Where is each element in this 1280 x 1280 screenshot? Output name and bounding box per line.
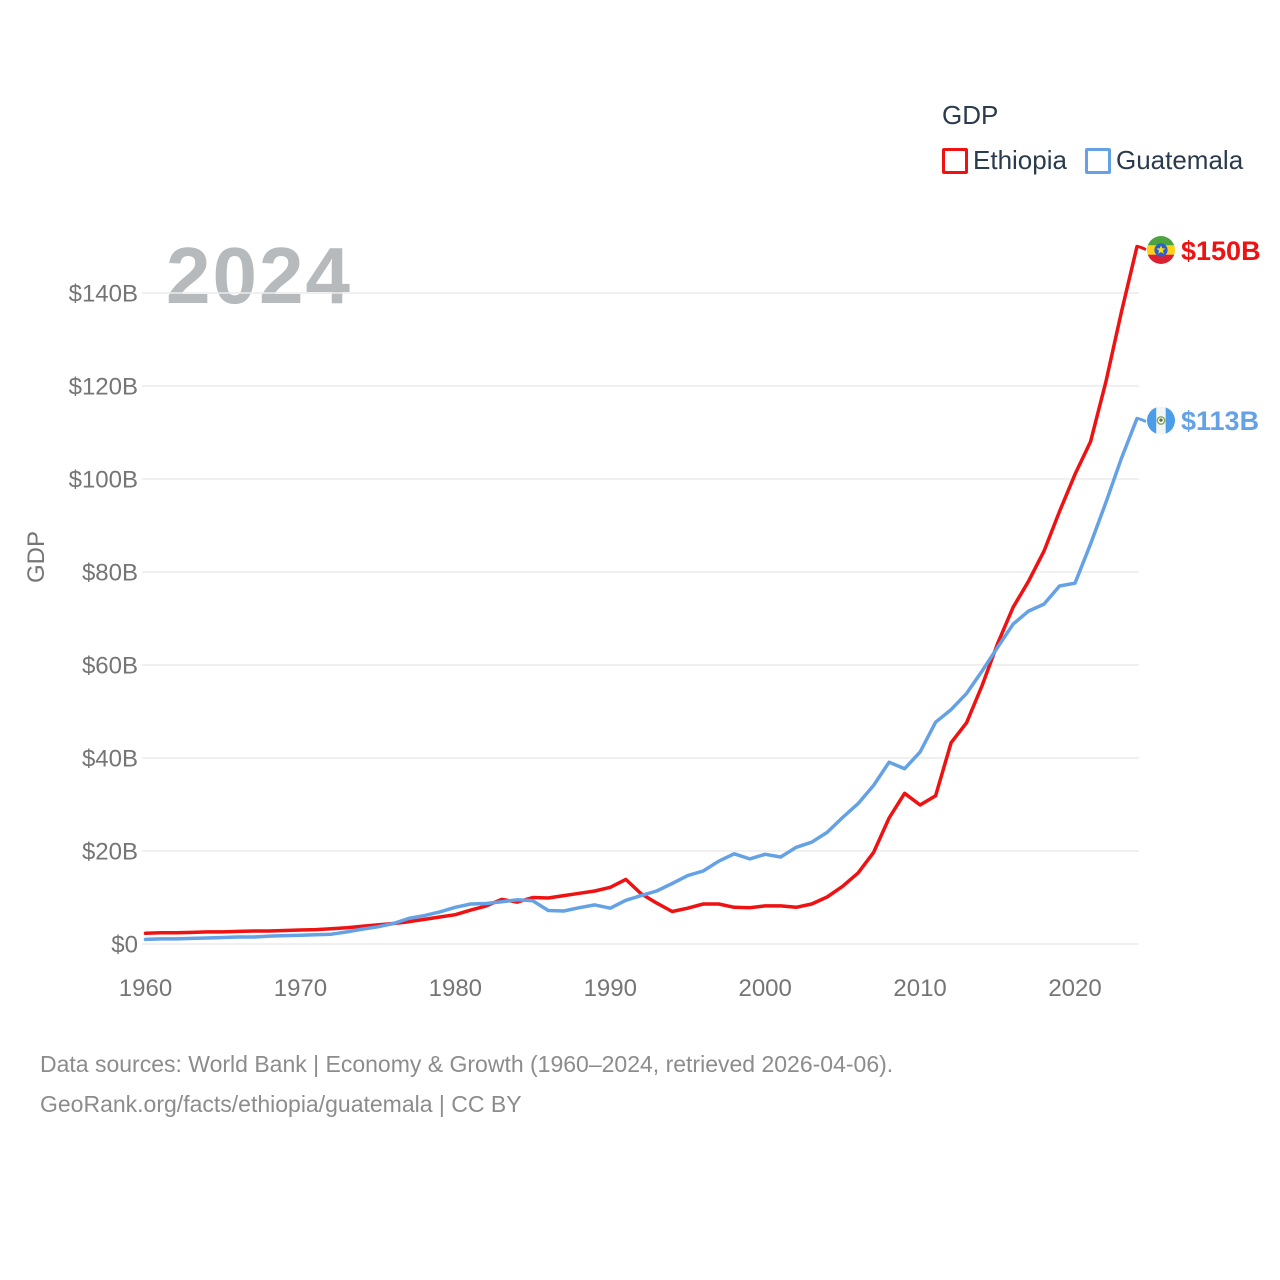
y-tick-label: $60B	[82, 653, 138, 680]
guatemala-swatch-icon	[1084, 147, 1111, 174]
legend-item-guatemala[interactable]: Guatemala	[1084, 145, 1244, 176]
gridlines	[142, 292, 1139, 945]
chart-legend: GDP Ethiopia Guatemala	[942, 100, 1243, 176]
y-axis-tick-labels: $0 $20B $40B $60B $80B $100B $120B $140B	[69, 281, 138, 959]
x-tick-label: 2000	[738, 975, 791, 1002]
y-tick-label: $0	[111, 932, 138, 959]
y-tick-label: $100B	[69, 467, 138, 494]
legend-items: Ethiopia Guatemala	[942, 145, 1243, 176]
y-tick-label: $140B	[69, 281, 138, 308]
y-axis-title: GDP	[23, 531, 50, 583]
legend-item-ethiopia[interactable]: Ethiopia	[942, 145, 1067, 176]
x-axis-tick-labels: 1960 1970 1980 1990 2000 2010 2020	[119, 975, 1102, 1002]
gdp-line-chart: 2024 $0 $20B $40B $60B $80B $100B $120B $140B 1…	[23, 231, 1261, 1002]
y-tick-label: $40B	[82, 746, 138, 773]
ethiopia-line[interactable]	[143, 244, 1139, 936]
guatemala-line[interactable]	[143, 416, 1139, 942]
ethiopia-end-value: $150B	[1181, 236, 1261, 266]
guatemala-connector	[1136, 417, 1147, 423]
ethiopia-connector	[1136, 245, 1147, 251]
legend-label-ethiopia: Ethiopia	[973, 145, 1067, 175]
x-tick-label: 2010	[893, 975, 946, 1002]
x-tick-label: 1990	[584, 975, 637, 1002]
watermark-year: 2024	[166, 231, 352, 320]
guatemala-flag-icon	[1147, 406, 1175, 435]
ethiopia-swatch-icon	[942, 147, 968, 174]
y-tick-label: $120B	[69, 374, 138, 401]
ethiopia-flag-icon	[1147, 236, 1175, 264]
end-connectors	[1136, 245, 1147, 423]
x-tick-label: 1960	[119, 975, 172, 1002]
x-tick-label: 1970	[274, 975, 327, 1002]
guatemala-end-value: $113B	[1181, 406, 1259, 436]
y-tick-label: $80B	[82, 560, 138, 587]
legend-label-guatemala: Guatemala	[1115, 145, 1244, 175]
source-line-1: Data sources: World Bank | Economy & Gro…	[40, 1051, 894, 1077]
series-lines	[143, 244, 1139, 942]
x-tick-label: 2020	[1048, 975, 1101, 1002]
y-tick-label: $20B	[82, 839, 138, 866]
source-attribution: Data sources: World Bank | Economy & Gro…	[40, 1044, 893, 1124]
legend-title: GDP	[942, 100, 999, 130]
source-line-2: GeoRank.org/facts/ethiopia/guatemala | C…	[40, 1091, 522, 1117]
x-tick-label: 1980	[429, 975, 482, 1002]
